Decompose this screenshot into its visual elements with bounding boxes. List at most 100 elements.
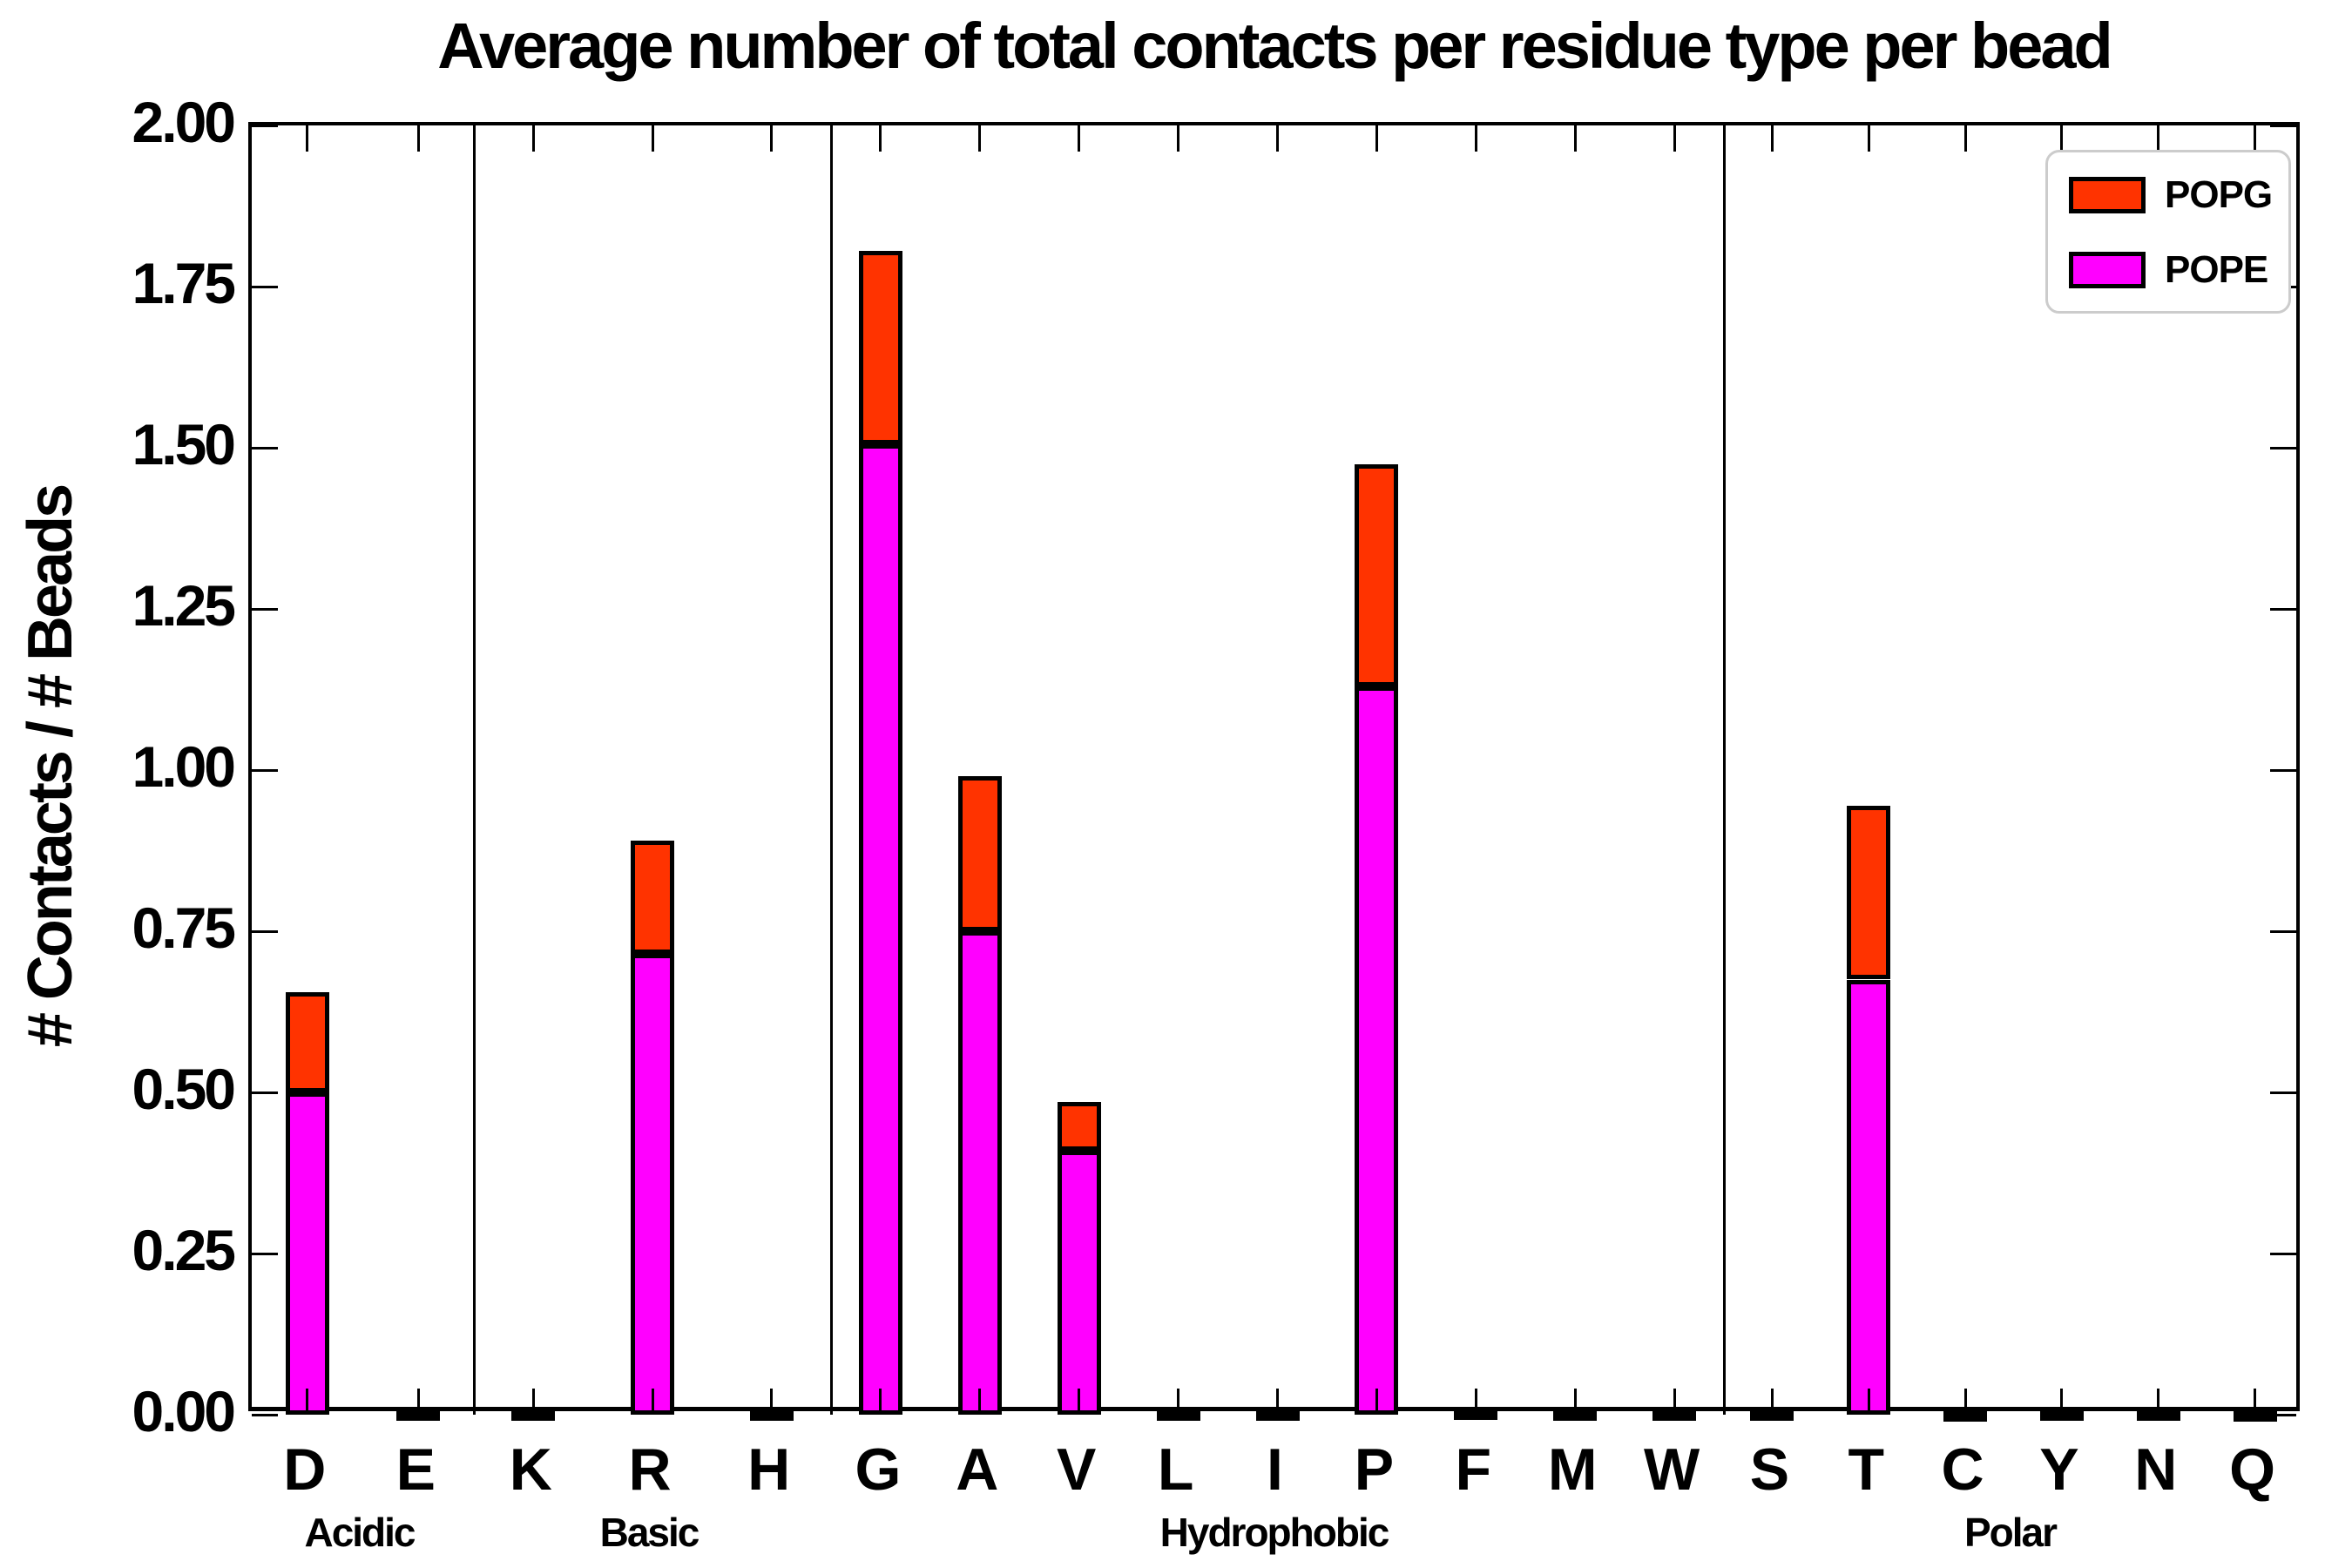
- x-tick-label-I: I: [1267, 1436, 1283, 1503]
- x-tick-top: [1177, 125, 1180, 152]
- x-tick-label-Q: Q: [2229, 1436, 2275, 1503]
- bar-segment-pope-A: [957, 931, 1002, 1415]
- bar-segment-pope-T: [1847, 979, 1891, 1415]
- bar-segment-popg-V: [1057, 1102, 1101, 1151]
- x-tick-bottom: [1867, 1389, 1870, 1415]
- x-tick-top: [1867, 125, 1870, 152]
- legend-label-popg: POPG: [2165, 173, 2273, 216]
- x-tick-bottom: [1177, 1389, 1180, 1415]
- legend-label-pope: POPE: [2165, 248, 2268, 291]
- x-tick-top: [1078, 125, 1081, 152]
- y-tick-label: 2.00: [132, 90, 236, 154]
- y-tick-label: 1.75: [132, 251, 236, 315]
- y-tick-label: 0.75: [132, 896, 236, 960]
- y-tick-label: 1.00: [132, 734, 236, 799]
- legend-swatch-popg: [2069, 177, 2146, 213]
- x-tick-label-F: F: [1455, 1436, 1491, 1503]
- y-tick-left: [252, 1091, 278, 1094]
- x-tick-label-H: H: [747, 1436, 790, 1503]
- x-tick-top: [879, 125, 882, 152]
- y-tick-left: [252, 929, 278, 933]
- x-tick-top: [978, 125, 982, 152]
- panel-separator: [472, 125, 476, 1415]
- y-tick-right: [2270, 446, 2296, 449]
- x-tick-top: [531, 125, 535, 152]
- group-label-acidic: Acidic: [304, 1510, 416, 1555]
- x-tick-label-L: L: [1157, 1436, 1194, 1503]
- x-tick-top: [1770, 125, 1774, 152]
- x-tick-label-C: C: [1941, 1436, 1984, 1503]
- y-tick-label: 1.50: [132, 412, 236, 476]
- group-label-basic: Basic: [599, 1510, 700, 1555]
- x-tick-top: [416, 125, 420, 152]
- x-tick-bottom: [1770, 1389, 1774, 1415]
- y-tick-right: [2270, 768, 2296, 772]
- bar-segment-pope-V: [1057, 1150, 1101, 1415]
- x-tick-top: [1673, 125, 1676, 152]
- y-tick-right: [2270, 607, 2296, 611]
- x-tick-bottom: [1963, 1389, 1967, 1415]
- x-tick-label-G: G: [855, 1436, 901, 1503]
- y-tick-left: [252, 607, 278, 611]
- y-tick-right: [2270, 1091, 2296, 1094]
- y-tick-right: [2270, 1252, 2296, 1255]
- x-tick-label-W: W: [1643, 1436, 1700, 1503]
- legend-swatch-pope: [2069, 252, 2146, 288]
- x-tick-bottom: [1474, 1389, 1477, 1415]
- x-tick-label-S: S: [1749, 1436, 1789, 1503]
- bar-segment-popg-A: [957, 776, 1002, 931]
- x-tick-bottom: [2254, 1389, 2257, 1415]
- bar-segment-popg-D: [285, 992, 329, 1092]
- y-tick-left: [252, 285, 278, 288]
- bar-segment-popg-P: [1355, 463, 1399, 686]
- x-tick-top: [2060, 125, 2064, 152]
- group-label-polar: Polar: [1963, 1510, 2058, 1555]
- x-tick-bottom: [1078, 1389, 1081, 1415]
- y-tick-left: [252, 1252, 278, 1255]
- y-tick-left: [252, 1413, 278, 1416]
- x-tick-top: [1276, 125, 1279, 152]
- y-tick-right: [2270, 929, 2296, 933]
- panel-separator: [1722, 125, 1726, 1415]
- x-tick-label-N: N: [2134, 1436, 2177, 1503]
- x-tick-top: [2254, 125, 2257, 152]
- bar-segment-popg-R: [631, 841, 674, 954]
- x-tick-bottom: [1375, 1389, 1378, 1415]
- x-tick-bottom: [1573, 1389, 1577, 1415]
- plot-area: [248, 122, 2300, 1422]
- x-tick-label-M: M: [1547, 1436, 1598, 1503]
- x-tick-bottom: [978, 1389, 982, 1415]
- x-tick-bottom: [2157, 1389, 2160, 1415]
- x-tick-label-P: P: [1354, 1436, 1394, 1503]
- y-tick-left: [252, 446, 278, 449]
- x-tick-bottom: [1276, 1389, 1279, 1415]
- y-tick-label: 0.25: [132, 1218, 236, 1282]
- x-tick-bottom: [2060, 1389, 2064, 1415]
- x-tick-bottom: [879, 1389, 882, 1415]
- x-tick-label-R: R: [628, 1436, 671, 1503]
- legend: POPG POPE: [2045, 150, 2291, 314]
- x-tick-top: [1573, 125, 1577, 152]
- bar-segment-pope-P: [1355, 686, 1399, 1415]
- x-tick-label-E: E: [395, 1436, 436, 1503]
- bar-segment-popg-T: [1847, 805, 1891, 980]
- bar-segment-popg-G: [858, 251, 902, 445]
- x-tick-label-D: D: [283, 1436, 326, 1503]
- x-tick-bottom: [651, 1389, 654, 1415]
- x-tick-bottom: [306, 1389, 309, 1415]
- x-tick-label-T: T: [1848, 1436, 1884, 1503]
- bar-segment-pope-D: [285, 1092, 329, 1415]
- group-label-hydrophobic: Hydrophobic: [1159, 1510, 1390, 1555]
- x-tick-top: [2157, 125, 2160, 152]
- y-tick-left: [252, 768, 278, 772]
- x-tick-bottom: [770, 1389, 774, 1415]
- x-tick-label-K: K: [509, 1436, 552, 1503]
- y-tick-label: 1.25: [132, 573, 236, 638]
- x-tick-label-Y: Y: [2039, 1436, 2078, 1503]
- bar-segment-pope-R: [631, 953, 674, 1415]
- x-tick-bottom: [416, 1389, 420, 1415]
- x-tick-top: [1375, 125, 1378, 152]
- bar-segment-pope-G: [858, 444, 902, 1415]
- x-tick-top: [306, 125, 309, 152]
